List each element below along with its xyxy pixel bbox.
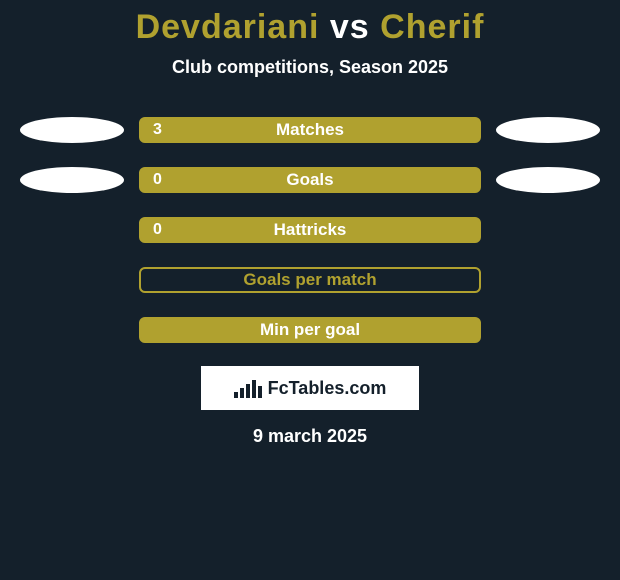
page-title: Devdariani vs Cherif — [0, 0, 620, 47]
left-badge — [20, 167, 124, 193]
stat-value: 0 — [153, 221, 162, 239]
right-badge — [496, 117, 600, 143]
stat-bar: 0 Goals — [139, 167, 481, 193]
stat-bar: Min per goal — [139, 317, 481, 343]
chart-icon — [234, 378, 262, 398]
stat-value: 0 — [153, 171, 162, 189]
right-badge — [496, 167, 600, 193]
stat-bar: Goals per match — [139, 267, 481, 293]
stat-label: Matches — [276, 120, 344, 140]
title-player2: Cherif — [380, 8, 484, 46]
stat-bar: 3 Matches — [139, 117, 481, 143]
content-wrapper: Devdariani vs Cherif Club competitions, … — [0, 0, 620, 447]
subtitle: Club competitions, Season 2025 — [0, 57, 620, 78]
stat-bar: 0 Hattricks — [139, 217, 481, 243]
stat-row: Goals per match — [0, 266, 620, 294]
stat-label: Hattricks — [274, 220, 347, 240]
stat-label: Min per goal — [260, 320, 360, 340]
brand-text: FcTables.com — [268, 378, 387, 399]
stat-row: 0 Goals — [0, 166, 620, 194]
stat-row: 0 Hattricks — [0, 216, 620, 244]
title-player1: Devdariani — [136, 8, 320, 46]
stat-value: 3 — [153, 121, 162, 139]
stat-label: Goals — [286, 170, 333, 190]
brand-logo[interactable]: FcTables.com — [201, 366, 419, 410]
stats-list: 3 Matches 0 Goals 0 Hattricks Goals per match M… — [0, 116, 620, 344]
stat-row: Min per goal — [0, 316, 620, 344]
date-label: 9 march 2025 — [0, 426, 620, 447]
title-vs: vs — [330, 8, 370, 46]
left-badge — [20, 117, 124, 143]
stat-label: Goals per match — [243, 270, 376, 290]
stat-row: 3 Matches — [0, 116, 620, 144]
